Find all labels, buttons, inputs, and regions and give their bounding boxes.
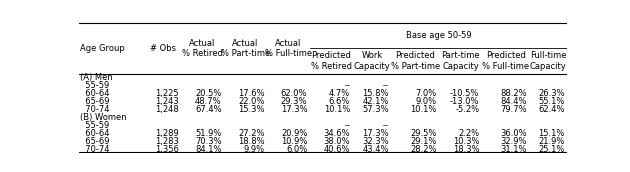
Text: 70-74: 70-74 bbox=[80, 145, 110, 154]
Text: 36.0%: 36.0% bbox=[500, 129, 527, 138]
Text: 1,289: 1,289 bbox=[155, 129, 179, 138]
Text: --: -- bbox=[344, 121, 350, 130]
Text: 26.3%: 26.3% bbox=[538, 89, 564, 98]
Text: 84.4%: 84.4% bbox=[501, 97, 527, 106]
Text: 84.1%: 84.1% bbox=[195, 145, 222, 154]
Text: Actual
% Retired: Actual % Retired bbox=[182, 39, 223, 58]
Text: Full-time
Capacity: Full-time Capacity bbox=[530, 51, 566, 71]
Text: 10.1%: 10.1% bbox=[324, 105, 350, 114]
Text: 9.0%: 9.0% bbox=[415, 97, 437, 106]
Text: 65-69: 65-69 bbox=[80, 137, 110, 146]
Text: 6.0%: 6.0% bbox=[286, 145, 307, 154]
Text: Base age 50-59: Base age 50-59 bbox=[406, 31, 471, 40]
Text: 9.9%: 9.9% bbox=[243, 145, 265, 154]
Text: --: -- bbox=[383, 81, 389, 90]
Text: Predicted
% Full-time: Predicted % Full-time bbox=[482, 51, 529, 71]
Text: 60-64: 60-64 bbox=[80, 89, 110, 98]
Text: Actual
% Full-time: Actual % Full-time bbox=[265, 39, 312, 58]
Text: Predicted
% Retired: Predicted % Retired bbox=[311, 51, 352, 71]
Text: 65-69: 65-69 bbox=[80, 97, 110, 106]
Text: 1,356: 1,356 bbox=[155, 145, 179, 154]
Text: 60-64: 60-64 bbox=[80, 129, 110, 138]
Text: 15.1%: 15.1% bbox=[538, 129, 564, 138]
Text: 17.3%: 17.3% bbox=[281, 105, 307, 114]
Text: 18.8%: 18.8% bbox=[238, 137, 265, 146]
Text: 31.1%: 31.1% bbox=[501, 145, 527, 154]
Text: 1,243: 1,243 bbox=[155, 97, 179, 106]
Text: 1,283: 1,283 bbox=[155, 137, 179, 146]
Text: 48.7%: 48.7% bbox=[195, 97, 222, 106]
Text: 4.7%: 4.7% bbox=[329, 89, 350, 98]
Text: 21.9%: 21.9% bbox=[538, 137, 564, 146]
Text: 7.0%: 7.0% bbox=[415, 89, 437, 98]
Text: 32.9%: 32.9% bbox=[501, 137, 527, 146]
Text: (B) Women: (B) Women bbox=[80, 113, 127, 122]
Text: -5.2%: -5.2% bbox=[455, 105, 479, 114]
Text: 55-59: 55-59 bbox=[80, 81, 110, 90]
Text: # Obs: # Obs bbox=[150, 44, 176, 53]
Text: Predicted
% Part-time: Predicted % Part-time bbox=[391, 51, 440, 71]
Text: 20.5%: 20.5% bbox=[195, 89, 222, 98]
Text: 17.3%: 17.3% bbox=[362, 129, 389, 138]
Text: 62.4%: 62.4% bbox=[538, 105, 564, 114]
Text: 2.2%: 2.2% bbox=[458, 129, 479, 138]
Text: Work
Capacity: Work Capacity bbox=[353, 51, 391, 71]
Text: 57.3%: 57.3% bbox=[362, 105, 389, 114]
Text: 15.3%: 15.3% bbox=[238, 105, 265, 114]
Text: 88.2%: 88.2% bbox=[500, 89, 527, 98]
Text: 51.9%: 51.9% bbox=[195, 129, 222, 138]
Text: 55.1%: 55.1% bbox=[538, 97, 564, 106]
Text: 55-59: 55-59 bbox=[80, 121, 110, 130]
Text: --: -- bbox=[344, 81, 350, 90]
Text: Age Group: Age Group bbox=[80, 44, 125, 53]
Text: 6.6%: 6.6% bbox=[329, 97, 350, 106]
Text: 32.3%: 32.3% bbox=[362, 137, 389, 146]
Text: (A) Men: (A) Men bbox=[80, 73, 113, 82]
Text: 38.0%: 38.0% bbox=[324, 137, 350, 146]
Text: 10.1%: 10.1% bbox=[410, 105, 437, 114]
Text: 70-74: 70-74 bbox=[80, 105, 110, 114]
Text: -10.5%: -10.5% bbox=[450, 89, 479, 98]
Text: 10.9%: 10.9% bbox=[281, 137, 307, 146]
Text: 27.2%: 27.2% bbox=[238, 129, 265, 138]
Text: 1,248: 1,248 bbox=[155, 105, 179, 114]
Text: 67.4%: 67.4% bbox=[195, 105, 222, 114]
Text: 10.3%: 10.3% bbox=[453, 137, 479, 146]
Text: 20.9%: 20.9% bbox=[281, 129, 307, 138]
Text: Actual
% Part-time: Actual % Part-time bbox=[221, 39, 270, 58]
Text: 42.1%: 42.1% bbox=[362, 97, 389, 106]
Text: 43.4%: 43.4% bbox=[362, 145, 389, 154]
Text: 34.6%: 34.6% bbox=[324, 129, 350, 138]
Text: 70.3%: 70.3% bbox=[195, 137, 222, 146]
Text: Part-time
Capacity: Part-time Capacity bbox=[441, 51, 479, 71]
Text: 15.8%: 15.8% bbox=[362, 89, 389, 98]
Text: 29.3%: 29.3% bbox=[281, 97, 307, 106]
Text: 17.6%: 17.6% bbox=[238, 89, 265, 98]
Text: 1,225: 1,225 bbox=[155, 89, 179, 98]
Text: 18.3%: 18.3% bbox=[453, 145, 479, 154]
Text: 29.1%: 29.1% bbox=[410, 137, 437, 146]
Text: 28.2%: 28.2% bbox=[410, 145, 437, 154]
Text: 25.1%: 25.1% bbox=[538, 145, 564, 154]
Text: 29.5%: 29.5% bbox=[410, 129, 437, 138]
Text: --: -- bbox=[383, 121, 389, 130]
Text: 79.7%: 79.7% bbox=[500, 105, 527, 114]
Text: -13.0%: -13.0% bbox=[450, 97, 479, 106]
Text: 40.6%: 40.6% bbox=[324, 145, 350, 154]
Text: 22.0%: 22.0% bbox=[238, 97, 265, 106]
Text: 62.0%: 62.0% bbox=[281, 89, 307, 98]
